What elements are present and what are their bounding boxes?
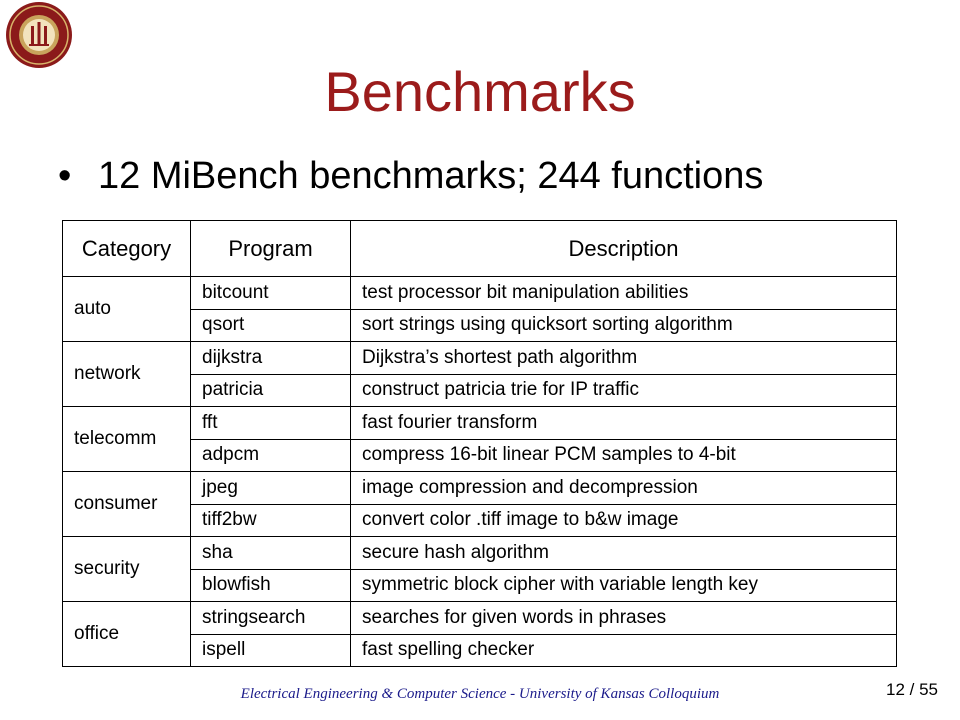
program-cell: sha (191, 537, 351, 570)
description-cell: sort strings using quicksort sorting alg… (351, 309, 897, 342)
bullet-point: • 12 MiBench benchmarks; 244 functions (58, 150, 763, 202)
description-cell: symmetric block cipher with variable len… (351, 569, 897, 602)
description-cell: Dijkstra’s shortest path algorithm (351, 342, 897, 375)
program-cell: bitcount (191, 277, 351, 310)
table-row: security sha secure hash algorithm (63, 537, 897, 570)
table-row: office stringsearch searches for given w… (63, 602, 897, 635)
category-cell: telecomm (63, 407, 191, 472)
footer-text: Electrical Engineering & Computer Scienc… (0, 686, 960, 703)
category-cell: network (63, 342, 191, 407)
bullet-dot-icon: • (58, 150, 98, 202)
table-row: telecomm fft fast fourier transform (63, 407, 897, 440)
bullet-text: 12 MiBench benchmarks; 244 functions (98, 155, 763, 197)
program-cell: patricia (191, 374, 351, 407)
description-cell: fast fourier transform (351, 407, 897, 440)
category-cell: security (63, 537, 191, 602)
table-header-row: Category Program Description (63, 221, 897, 277)
table-row: network dijkstra Dijkstra’s shortest pat… (63, 342, 897, 375)
program-cell: qsort (191, 309, 351, 342)
slide-title: Benchmarks (0, 56, 960, 128)
description-cell: test processor bit manipulation abilitie… (351, 277, 897, 310)
program-cell: fft (191, 407, 351, 440)
program-cell: jpeg (191, 472, 351, 505)
category-cell: auto (63, 277, 191, 342)
program-cell: dijkstra (191, 342, 351, 375)
header-description: Description (351, 221, 897, 277)
category-cell: consumer (63, 472, 191, 537)
table-row: auto bitcount test processor bit manipul… (63, 277, 897, 310)
program-cell: ispell (191, 634, 351, 667)
description-cell: fast spelling checker (351, 634, 897, 667)
header-category: Category (63, 221, 191, 277)
description-cell: compress 16-bit linear PCM samples to 4-… (351, 439, 897, 472)
description-cell: convert color .tiff image to b&w image (351, 504, 897, 537)
page-number: 12 / 55 (886, 680, 938, 700)
description-cell: secure hash algorithm (351, 537, 897, 570)
table-row: consumer jpeg image compression and deco… (63, 472, 897, 505)
category-cell: office (63, 602, 191, 667)
header-program: Program (191, 221, 351, 277)
program-cell: adpcm (191, 439, 351, 472)
benchmark-table: Category Program Description auto bitcou… (62, 220, 897, 667)
description-cell: construct patricia trie for IP traffic (351, 374, 897, 407)
program-cell: stringsearch (191, 602, 351, 635)
program-cell: tiff2bw (191, 504, 351, 537)
program-cell: blowfish (191, 569, 351, 602)
description-cell: searches for given words in phrases (351, 602, 897, 635)
description-cell: image compression and decompression (351, 472, 897, 505)
